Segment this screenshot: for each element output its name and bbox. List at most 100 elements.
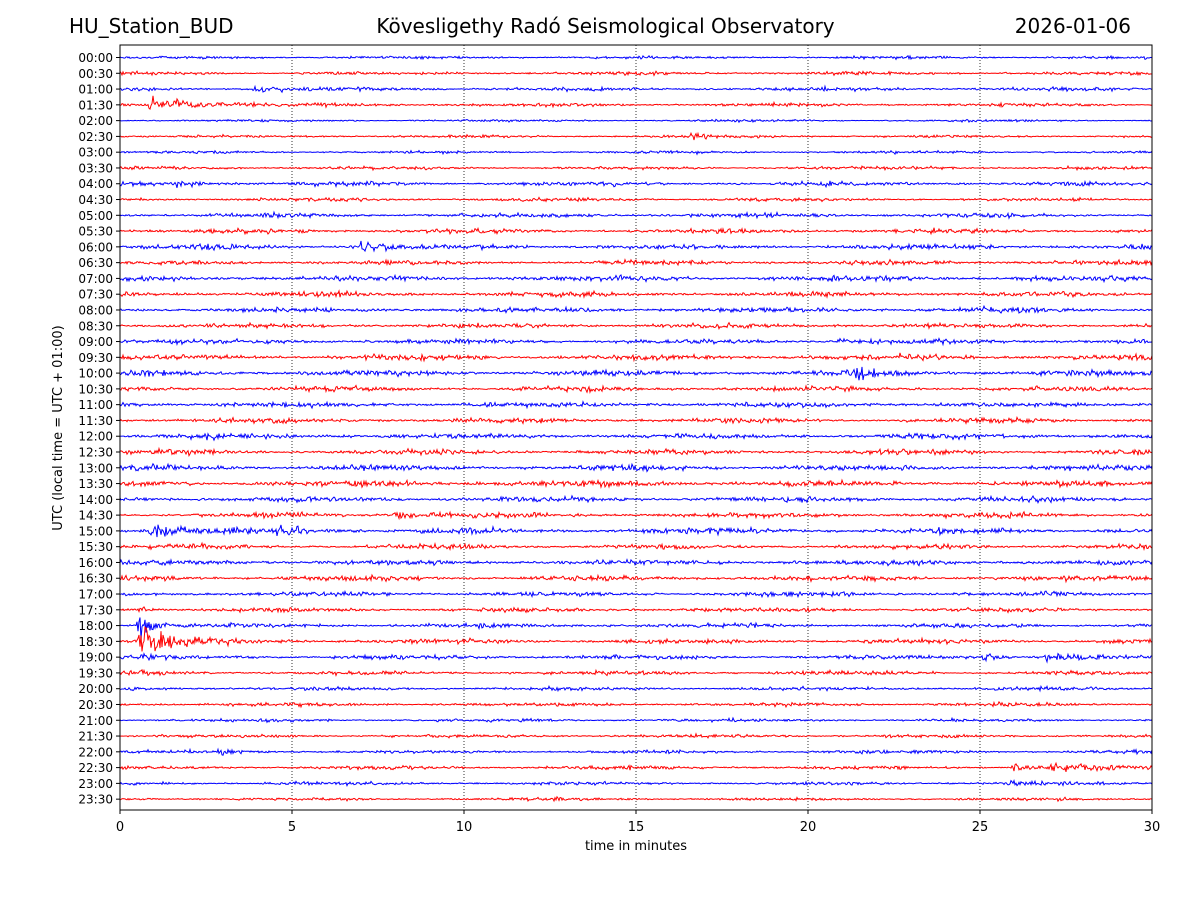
trace-0230 <box>119 131 1153 141</box>
y-tick-label: 23:00 <box>78 777 113 791</box>
trace-1330 <box>119 478 1153 489</box>
y-tick-label: 09:30 <box>78 351 113 365</box>
y-tick-label: 05:30 <box>78 225 113 239</box>
trace-1400 <box>119 494 1153 505</box>
trace-1730 <box>119 606 1153 614</box>
y-tick-label: 03:30 <box>78 161 113 175</box>
trace-0700 <box>119 273 1153 284</box>
y-tick-label: 20:30 <box>78 698 113 712</box>
y-tick-label: 11:00 <box>78 398 113 412</box>
trace-0100 <box>119 84 1153 94</box>
y-tick-label: 21:30 <box>78 730 113 744</box>
x-axis-label: time in minutes <box>585 839 687 854</box>
trace-1430 <box>119 510 1153 521</box>
y-tick-label: 04:00 <box>78 177 113 191</box>
trace-0330 <box>119 164 1153 172</box>
y-axis-label: UTC (local time = UTC + 01:00) <box>51 325 66 530</box>
y-tick-label: 23:30 <box>78 793 113 807</box>
y-tick-label: 05:00 <box>78 209 113 223</box>
trace-1830 <box>119 626 1153 652</box>
trace-1300 <box>119 462 1153 473</box>
y-tick-label: 12:00 <box>78 430 113 444</box>
y-tick-label: 08:00 <box>78 303 113 317</box>
y-tick-label: 13:30 <box>78 477 113 491</box>
trace-0130 <box>119 95 1153 111</box>
y-tick-label: 15:30 <box>78 540 113 554</box>
x-tick-label: 30 <box>1144 820 1161 835</box>
y-tick-label: 18:00 <box>78 619 113 633</box>
y-tick-label: 00:00 <box>78 51 113 65</box>
y-tick-label: 06:00 <box>78 240 113 254</box>
y-tick-label: 00:30 <box>78 67 113 81</box>
trace-2100 <box>119 716 1153 724</box>
trace-2230 <box>119 761 1153 773</box>
trace-1530 <box>119 541 1153 552</box>
y-tick-label: 13:00 <box>78 461 113 475</box>
y-tick-label: 22:00 <box>78 745 113 759</box>
grid-lines <box>291 45 981 810</box>
trace-1930 <box>119 668 1153 677</box>
y-tick-label: 04:30 <box>78 193 113 207</box>
trace-0830 <box>119 321 1153 331</box>
y-tick-label: 07:30 <box>78 288 113 302</box>
trace-1130 <box>119 416 1153 425</box>
trace-1000 <box>119 366 1153 381</box>
trace-1200 <box>119 431 1153 442</box>
trace-1100 <box>119 400 1153 410</box>
trace-1600 <box>119 558 1153 567</box>
trace-0200 <box>119 118 1153 124</box>
y-tick-label: 15:00 <box>78 524 113 538</box>
y-tick-label: 08:30 <box>78 319 113 333</box>
trace-0000 <box>119 54 1153 61</box>
trace-1900 <box>119 652 1153 664</box>
y-tick-label: 19:30 <box>78 666 113 680</box>
trace-1800 <box>119 617 1153 640</box>
trace-1230 <box>119 446 1153 458</box>
y-tick-label: 22:30 <box>78 761 113 775</box>
trace-2200 <box>119 747 1153 756</box>
trace-0530 <box>119 226 1153 236</box>
y-tick-label: 17:30 <box>78 603 113 617</box>
trace-0930 <box>119 352 1153 363</box>
x-tick-label: 5 <box>288 820 296 835</box>
station-name: HU_Station_BUD <box>69 14 234 38</box>
trace-2300 <box>119 779 1153 787</box>
y-tick-label: 14:00 <box>78 493 113 507</box>
y-tick-label: 18:30 <box>78 635 113 649</box>
trace-0400 <box>119 179 1153 189</box>
trace-0630 <box>119 258 1153 267</box>
x-tick-label: 20 <box>800 820 817 835</box>
trace-0800 <box>119 304 1153 314</box>
x-tick-label: 25 <box>972 820 989 835</box>
y-tick-label: 06:30 <box>78 256 113 270</box>
trace-2130 <box>119 732 1153 739</box>
trace-0430 <box>119 196 1153 203</box>
y-tick-label: 01:30 <box>78 98 113 112</box>
y-tick-label: 16:30 <box>78 572 113 586</box>
trace-0730 <box>119 289 1153 299</box>
trace-1500 <box>119 524 1153 538</box>
x-tick-label: 10 <box>456 820 473 835</box>
trace-2000 <box>119 685 1153 693</box>
trace-2330 <box>119 795 1153 803</box>
x-axis-ticks: 0 5 10 15 20 25 30 <box>116 810 1160 835</box>
y-tick-label: 16:00 <box>78 556 113 570</box>
y-tick-label: 01:00 <box>78 83 113 97</box>
trace-0500 <box>119 210 1153 220</box>
trace-0030 <box>119 70 1153 77</box>
y-tick-label: 10:30 <box>78 382 113 396</box>
y-tick-label: 09:00 <box>78 335 113 349</box>
y-tick-label: 02:00 <box>78 114 113 128</box>
y-tick-label: 11:30 <box>78 414 113 428</box>
y-tick-label: 17:00 <box>78 588 113 602</box>
y-tick-label: 19:00 <box>78 651 113 665</box>
trace-1030 <box>119 384 1153 395</box>
y-tick-label: 20:00 <box>78 682 113 696</box>
x-tick-label: 15 <box>628 820 645 835</box>
trace-0600 <box>119 240 1153 253</box>
trace-1700 <box>119 590 1153 599</box>
x-tick-label: 0 <box>116 820 124 835</box>
y-tick-label: 14:30 <box>78 509 113 523</box>
